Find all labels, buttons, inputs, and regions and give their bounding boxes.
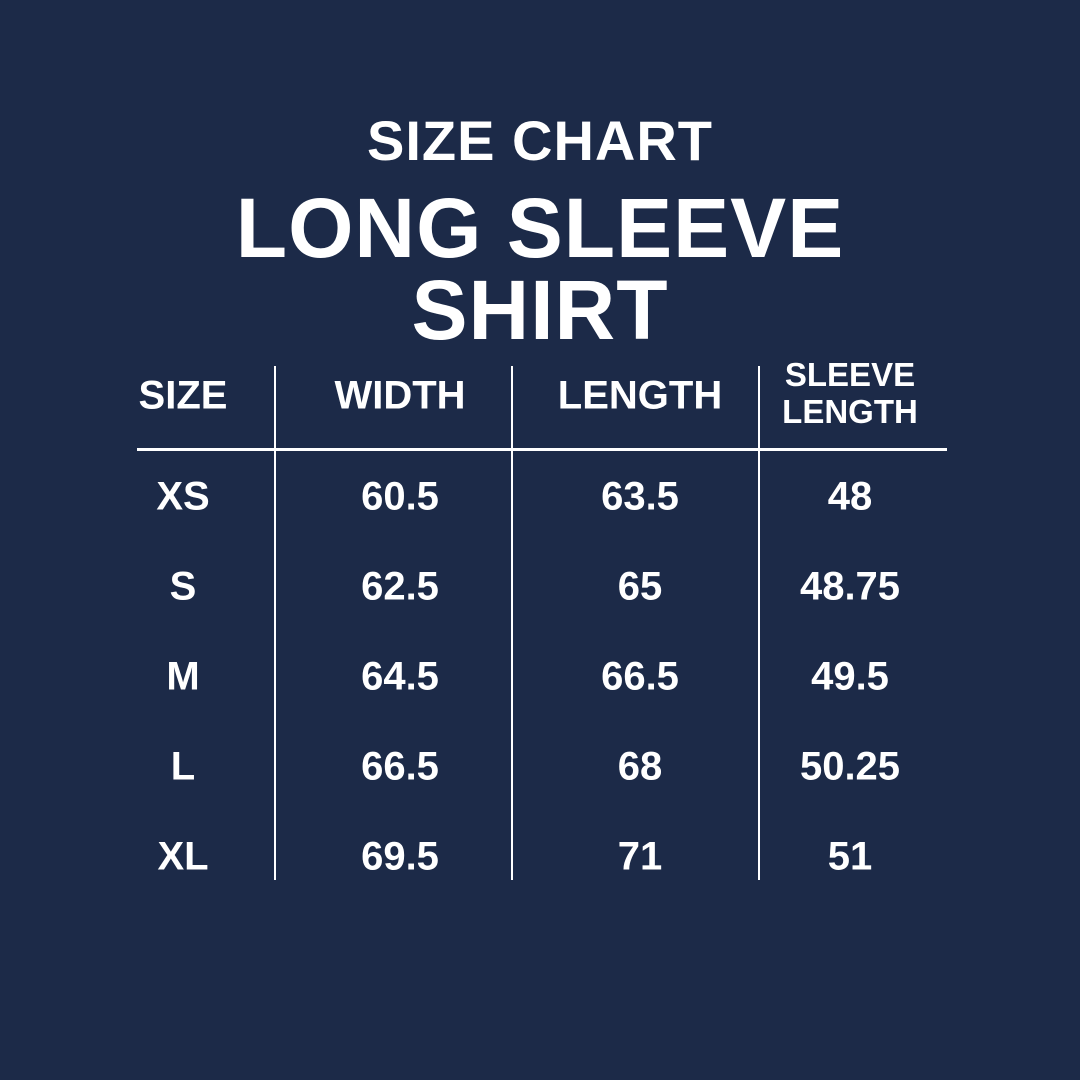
chart-subtitle: SIZE CHART <box>367 109 713 172</box>
header-divider <box>137 448 947 451</box>
cell-sleeve-length: 51 <box>827 834 873 879</box>
product-title-line2: SHIRT <box>411 263 669 357</box>
header-sleeve-length: SLEEVE LENGTH <box>782 356 918 430</box>
cell-sleeve-length: 49.5 <box>811 654 889 699</box>
cell-size: XS <box>156 474 210 519</box>
cell-width: 66.5 <box>361 744 439 789</box>
cell-size: S <box>169 564 197 609</box>
cell-size: L <box>170 744 196 789</box>
cell-length: 68 <box>617 744 663 789</box>
column-divider <box>758 366 760 880</box>
column-divider <box>274 366 276 880</box>
cell-length: 71 <box>617 834 663 879</box>
product-title-line1: LONG SLEEVE <box>235 181 845 275</box>
cell-width: 60.5 <box>361 474 439 519</box>
cell-sleeve-length: 50.25 <box>799 744 901 789</box>
cell-size: M <box>166 654 200 699</box>
cell-sleeve-length: 48.75 <box>799 564 901 609</box>
cell-length: 66.5 <box>601 654 679 699</box>
header-width: WIDTH <box>334 373 466 418</box>
cell-length: 63.5 <box>601 474 679 519</box>
header-sleeve-length-line1: SLEEVE <box>784 356 916 393</box>
cell-length: 65 <box>617 564 663 609</box>
cell-sleeve-length: 48 <box>827 474 873 519</box>
header-length: LENGTH <box>557 373 723 418</box>
column-divider <box>511 366 513 880</box>
header-sleeve-length-line2: LENGTH <box>782 393 918 430</box>
cell-width: 64.5 <box>361 654 439 699</box>
cell-width: 62.5 <box>361 564 439 609</box>
cell-size: XL <box>157 834 209 879</box>
cell-width: 69.5 <box>361 834 439 879</box>
header-size: SIZE <box>138 373 228 418</box>
